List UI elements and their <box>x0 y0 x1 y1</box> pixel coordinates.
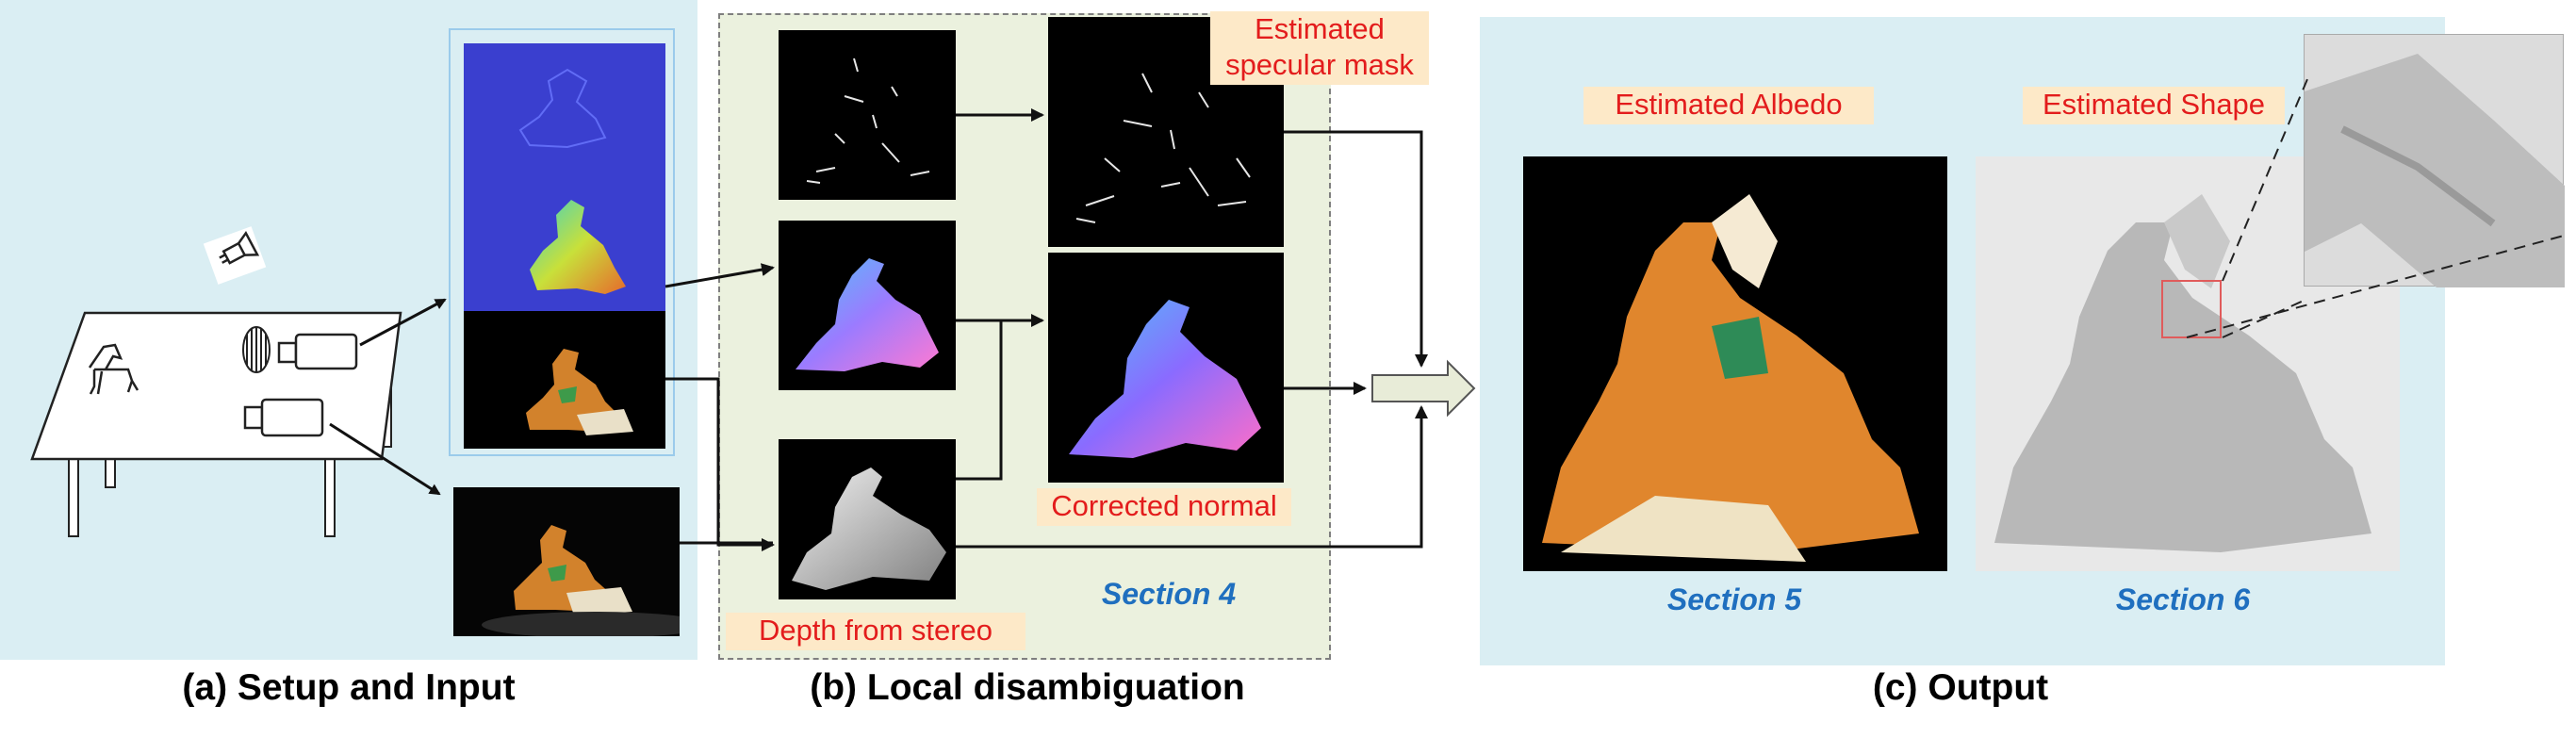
input-color-image <box>464 311 665 449</box>
horse-sketch-icon <box>88 343 139 395</box>
input-polarized-image-2 <box>464 175 665 311</box>
label-specular-line2: specular mask <box>1225 48 1414 81</box>
zoom-region-box <box>2161 280 2222 338</box>
section-4-label: Section 4 <box>1101 577 1237 611</box>
estimated-shape-image <box>1976 156 2400 571</box>
zoomed-detail-image <box>2304 34 2565 287</box>
section-5-label: Section 5 <box>1666 582 1802 616</box>
zoom-line-mid <box>2222 299 2306 338</box>
section-6-label: Section 6 <box>2115 582 2251 616</box>
arrow-depth-to-corrected <box>956 320 1003 481</box>
ambiguous-normal-image <box>779 221 956 390</box>
corrected-normal-image <box>1048 253 1284 483</box>
caption-output: (c) Output <box>1872 667 2049 708</box>
zoom-line-top <box>2222 78 2308 282</box>
estimated-albedo-image <box>1523 156 1947 571</box>
label-specular-line1: Estimated <box>1255 12 1385 45</box>
stereo-input-image <box>453 487 680 636</box>
zoom-line-bottom <box>2186 235 2565 338</box>
arrow-color-to-depth <box>665 377 775 551</box>
label-estimated-shape: Estimated Shape <box>2023 87 2285 124</box>
arrow-mask-to-output <box>1284 130 1428 368</box>
label-specular-mask: Estimated specular mask <box>1210 11 1429 85</box>
arrow-stack-to-normal <box>665 263 775 288</box>
block-arrow-to-output <box>1371 359 1476 418</box>
specular-image-raw <box>779 30 956 200</box>
input-image-stack <box>449 28 675 456</box>
label-estimated-albedo: Estimated Albedo <box>1583 87 1874 124</box>
arrow-camera-to-stack <box>359 298 447 347</box>
caption-local: (b) Local disambiguation <box>810 667 1245 708</box>
caption-setup: (a) Setup and Input <box>182 667 516 708</box>
polarized-camera-icon <box>242 326 358 373</box>
light-source-icon <box>203 226 267 285</box>
label-depth-from-stereo: Depth from stereo <box>726 613 1025 650</box>
arrow-depth-to-output <box>956 405 1428 549</box>
arrow-camera-to-stereo <box>329 422 441 496</box>
input-polarized-image-1 <box>464 43 665 175</box>
depth-image <box>779 439 956 599</box>
label-corrected-normal: Corrected normal <box>1037 488 1291 526</box>
stereo-camera-icon <box>243 398 324 437</box>
